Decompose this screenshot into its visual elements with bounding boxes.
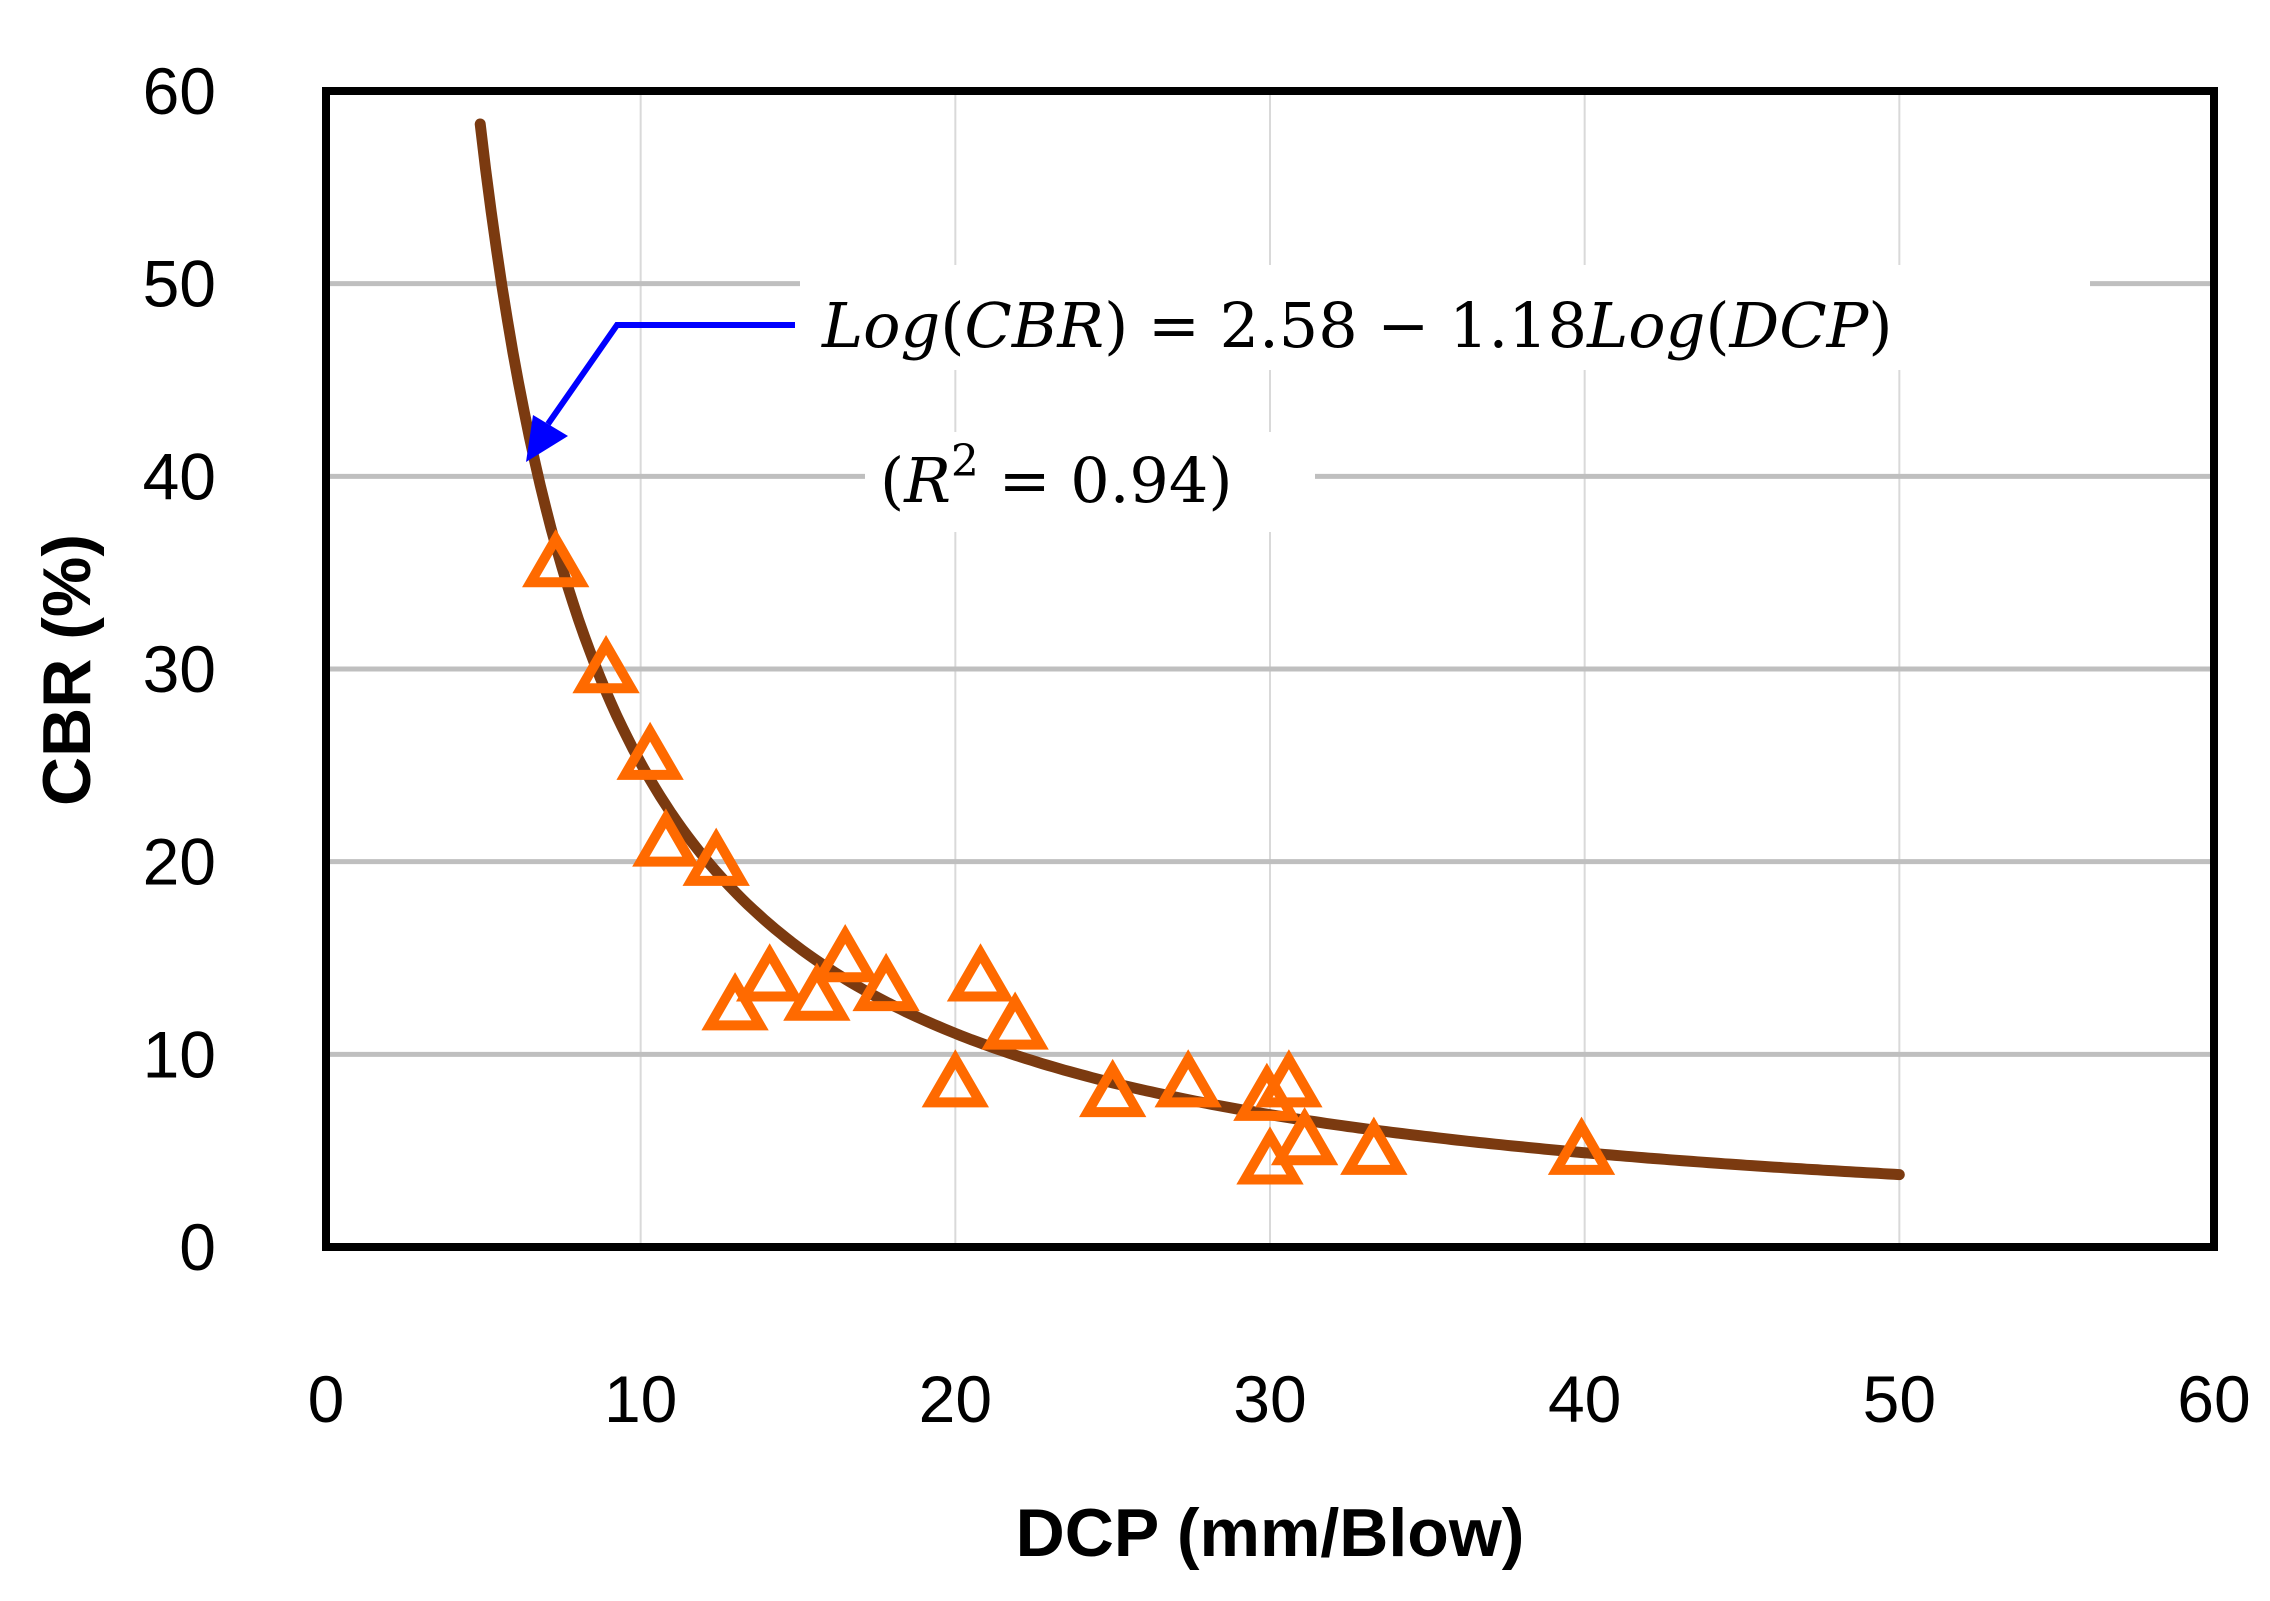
equation-arrow-head [526,415,568,462]
y-tick-label: 0 [179,1210,216,1284]
x-axis-title: DCP (mm/Blow) [1016,1495,1525,1571]
eq-constant: 2.58 [1220,289,1358,362]
equation-label: Log(CBR) = 2.58 − 1.18Log(DCP) [821,289,1893,362]
x-tick-label: 10 [604,1362,677,1436]
eq-minus: − [1358,289,1449,362]
eq-paren-3: ( [1705,289,1729,362]
x-tick-label: 60 [2177,1362,2250,1436]
r2-paren-2: ) [1208,444,1232,517]
equation-label-background [800,265,2090,370]
eq-var-dcp: DCP [1729,289,1870,362]
data-point [736,943,804,1002]
data-point [682,827,750,886]
data-point [783,962,851,1021]
r2-value: 0.94 [1070,444,1208,517]
x-tick-label: 30 [1233,1362,1306,1436]
y-tick-label: 10 [143,1017,216,1091]
eq-paren-2: ) [1104,289,1128,362]
data-point [701,972,769,1031]
y-tick-label: 60 [143,54,216,128]
data-point [921,1049,990,1108]
data-point [1547,1116,1616,1175]
data-point [616,721,684,780]
x-tick-label: 0 [308,1362,345,1436]
data-point [1340,1116,1408,1175]
x-tick-label: 50 [1863,1362,1936,1436]
eq-equals: = [1128,289,1219,362]
y-tick-label: 20 [143,825,216,899]
data-point [1255,1049,1323,1108]
data-point [522,529,590,588]
x-tick-label: 20 [919,1362,992,1436]
data-point [1270,1107,1339,1166]
x-axis-ticks: 0 10 20 30 40 50 60 [308,1362,2251,1436]
eq-fn-2: Log [1586,289,1705,362]
eq-paren-1: ( [940,289,964,362]
r2-exponent: 2 [951,436,979,487]
data-point [946,943,1015,1002]
data-markers [522,529,1616,1185]
data-point [981,991,1049,1050]
y-tick-label: 40 [143,439,216,513]
data-point [572,635,640,694]
r2-var: R [903,444,951,517]
data-point [1154,1049,1222,1108]
y-tick-label: 50 [143,247,216,321]
data-point [1078,1058,1147,1118]
equation-arrow-line [545,322,795,426]
r2-label-background [865,432,1315,532]
y-axis-ticks: 0 10 20 30 40 50 60 [143,54,216,1284]
data-point [632,808,700,867]
x-tick-label: 40 [1548,1362,1621,1436]
eq-paren-4: ) [1868,289,1892,362]
eq-fn-1: Log [821,289,940,362]
r2-label: (R2 = 0.94) [880,436,1233,517]
data-point [852,952,920,1012]
data-point [1233,1062,1301,1121]
eq-var-cbr: CBR [964,289,1104,362]
eq-coefficient: 1.18 [1449,289,1587,362]
data-point [811,924,879,983]
plot-frame [322,87,2218,1251]
r2-paren-1: ( [880,444,904,517]
y-axis-title: CBR (%) [29,534,105,806]
r2-equals: = [979,444,1070,517]
y-tick-label: 30 [143,632,216,706]
